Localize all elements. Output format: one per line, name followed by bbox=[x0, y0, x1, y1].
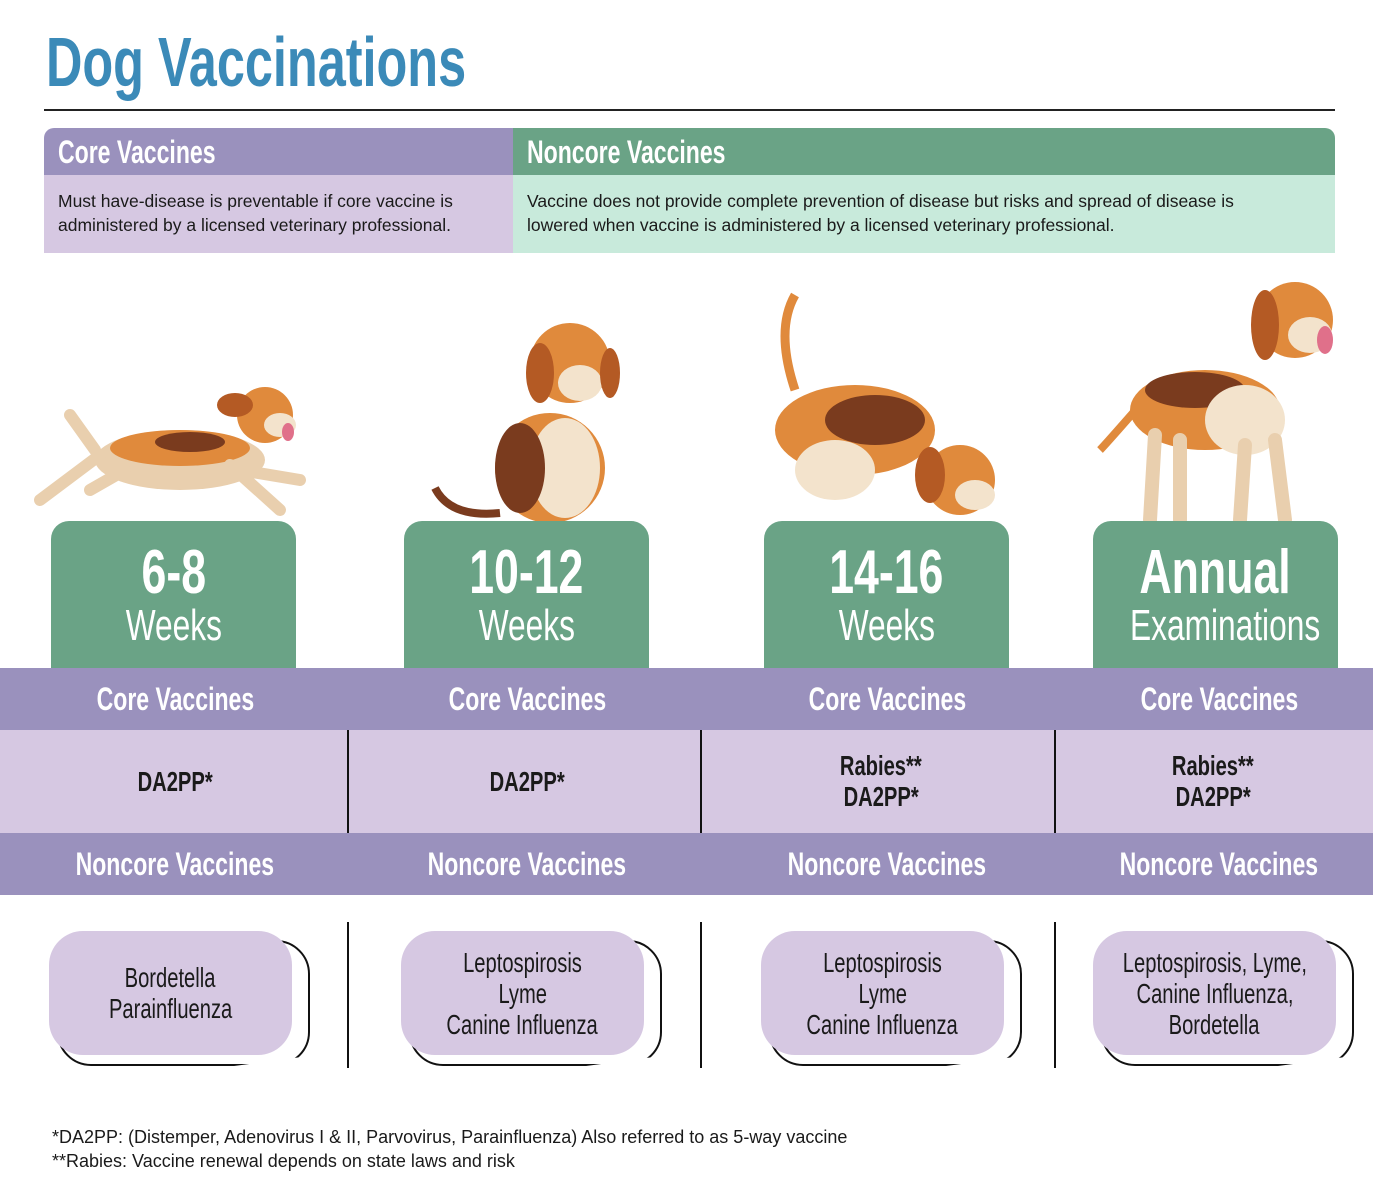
noncore-vaccine-item: Lyme bbox=[858, 977, 907, 1009]
page-title: Dog Vaccinations bbox=[46, 23, 467, 101]
core-vaccines-label: Core Vaccines bbox=[96, 681, 254, 717]
noncore-vaccines-label: Noncore Vaccines bbox=[787, 846, 987, 882]
core-vaccines-label: Core Vaccines bbox=[1140, 681, 1298, 717]
core-vaccine-item: DA2PP* bbox=[137, 765, 213, 797]
footnote-rabies: **Rabies: Vaccine renewal depends on sta… bbox=[52, 1151, 515, 1171]
noncore-vaccine-item: Leptospirosis, Lyme, bbox=[1122, 946, 1307, 978]
column-divider bbox=[700, 730, 702, 833]
footnote-da2pp: *DA2PP: (Distemper, Adenovirus I & II, P… bbox=[52, 1127, 848, 1147]
noncore-vaccine-item: Lyme bbox=[498, 977, 547, 1009]
core-vaccines-band bbox=[0, 668, 1373, 730]
core-vaccine-item: DA2PP* bbox=[843, 781, 919, 812]
playing-puppy-illustration bbox=[775, 292, 995, 515]
core-vaccine-item: Rabies** bbox=[840, 750, 922, 781]
noncore-vaccine-pill: Leptospirosis Lyme Canine Influenza bbox=[401, 931, 644, 1055]
core-legend-description: Must have-disease is preventable if core… bbox=[44, 175, 513, 253]
stage-age: Annual bbox=[1139, 538, 1292, 607]
noncore-vaccines-label: Noncore Vaccines bbox=[427, 846, 627, 882]
column-divider bbox=[1054, 730, 1056, 833]
stage-tab: 10-12 Weeks bbox=[404, 521, 649, 671]
noncore-vaccine-item: Canine Influenza bbox=[806, 1008, 959, 1040]
column-divider bbox=[347, 922, 349, 1068]
noncore-vaccine-item: Canine Influenza, bbox=[1136, 977, 1293, 1009]
core-vaccines-list-band bbox=[0, 730, 1373, 833]
core-vaccine-item: DA2PP* bbox=[1175, 781, 1251, 812]
core-vaccine-list: Rabies** DA2PP* bbox=[731, 750, 1031, 812]
noncore-vaccines-band bbox=[0, 833, 1373, 895]
noncore-vaccine-item: Bordetella bbox=[1169, 1008, 1260, 1040]
stage-tab: 14-16 Weeks bbox=[764, 521, 1009, 671]
core-vaccines-label: Core Vaccines bbox=[448, 681, 606, 717]
running-puppy-illustration bbox=[34, 387, 306, 516]
noncore-vaccine-item: Bordetella bbox=[125, 962, 216, 993]
noncore-vaccines-label: Noncore Vaccines bbox=[1119, 846, 1319, 882]
stage-tab: 6-8 Weeks bbox=[51, 521, 296, 671]
core-vaccine-item: Rabies** bbox=[1172, 750, 1254, 781]
noncore-vaccine-pill: Leptospirosis Lyme Canine Influenza bbox=[761, 931, 1004, 1055]
core-vaccine-list: DA2PP* bbox=[25, 766, 325, 797]
noncore-vaccine-item: Leptospirosis bbox=[463, 946, 582, 978]
stage-tab: Annual Examinations bbox=[1093, 521, 1338, 671]
stage-age: 6-8 bbox=[141, 538, 206, 607]
noncore-vaccine-item: Leptospirosis bbox=[823, 946, 942, 978]
noncore-vaccine-item: Canine Influenza bbox=[446, 1008, 599, 1040]
core-vaccine-list: DA2PP* bbox=[377, 766, 677, 797]
stage-unit: Weeks bbox=[838, 601, 935, 650]
core-vaccines-label: Core Vaccines bbox=[808, 681, 966, 717]
stage-unit: Examinations bbox=[1129, 601, 1321, 650]
noncore-vaccine-pill: Bordetella Parainfluenza bbox=[49, 931, 292, 1055]
core-legend-heading: Core Vaccines bbox=[44, 128, 513, 175]
column-divider bbox=[347, 730, 349, 833]
column-divider bbox=[1054, 922, 1056, 1068]
title-divider bbox=[44, 109, 1335, 111]
noncore-vaccine-item: Parainfluenza bbox=[108, 993, 233, 1024]
stage-age: 14-16 bbox=[829, 538, 944, 607]
standing-adult-dog-illustration bbox=[1097, 282, 1333, 525]
noncore-legend-heading: Noncore Vaccines bbox=[513, 128, 1335, 175]
stage-unit: Weeks bbox=[478, 601, 575, 650]
core-vaccine-list: Rabies** DA2PP* bbox=[1063, 750, 1363, 812]
noncore-vaccine-pill: Leptospirosis, Lyme, Canine Influenza, Bor… bbox=[1093, 931, 1336, 1055]
noncore-vaccines-label: Noncore Vaccines bbox=[75, 846, 275, 882]
noncore-legend-description: Vaccine does not provide complete preven… bbox=[513, 175, 1335, 253]
column-divider bbox=[700, 922, 702, 1068]
stage-unit: Weeks bbox=[125, 601, 222, 650]
core-vaccine-item: DA2PP* bbox=[489, 765, 565, 797]
stage-age: 10-12 bbox=[469, 538, 584, 607]
sitting-puppy-illustration bbox=[431, 323, 620, 523]
